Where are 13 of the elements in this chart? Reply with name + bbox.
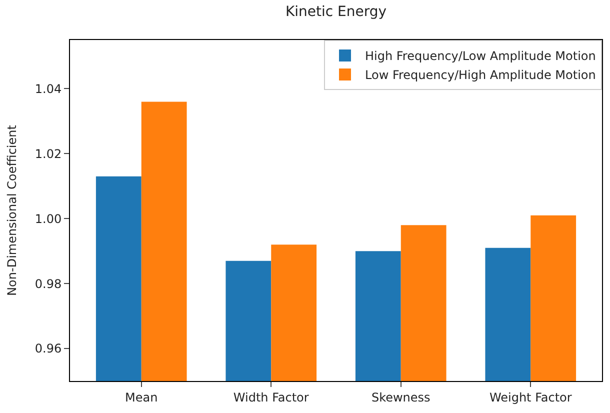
y-tick-label: 0.96	[34, 342, 62, 356]
y-axis-title: Non-Dimensional Coefficient	[5, 124, 20, 296]
x-tick-label: Skewness	[371, 390, 430, 404]
y-tick-label: 0.98	[34, 276, 62, 291]
y-tick-label: 1.02	[34, 146, 62, 161]
x-tick-label: Mean	[125, 390, 158, 404]
legend-label: Low Frequency/High Amplitude Motion	[365, 68, 596, 82]
chart-title: Kinetic Energy	[285, 4, 387, 20]
y-tick-label: 1.04	[34, 82, 62, 96]
x-tick-label: Width Factor	[233, 390, 309, 404]
y-tick-label: 1.00	[34, 212, 62, 226]
legend-label: High Frequency/Low Amplitude Motion	[365, 49, 596, 64]
x-tick-label: Weight Factor	[489, 390, 572, 404]
